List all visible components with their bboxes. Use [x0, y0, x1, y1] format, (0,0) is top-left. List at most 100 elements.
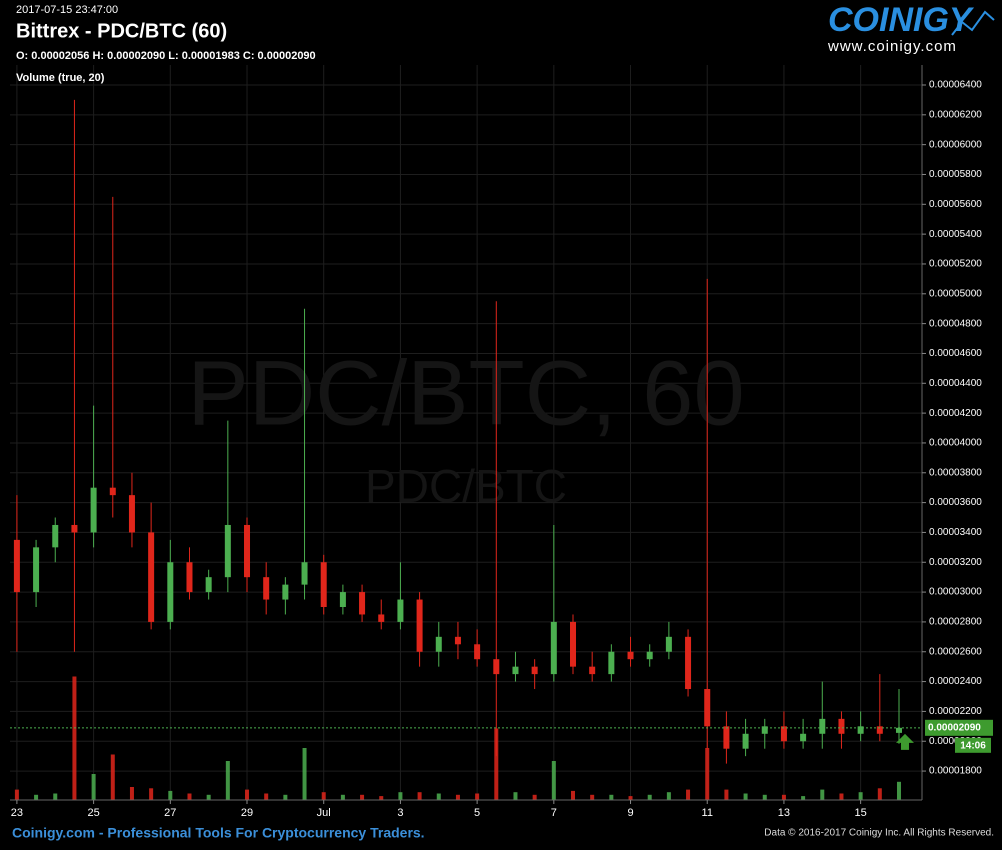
volume-bar [206, 794, 211, 800]
candle-body [570, 621, 577, 667]
candle-body [780, 726, 787, 742]
x-tick-label: 29 [241, 807, 253, 819]
candle-body [109, 487, 116, 496]
candle-body [531, 666, 538, 675]
y-tick-label: 0.00002600 [929, 646, 982, 657]
y-tick-label: 0.00003800 [929, 467, 982, 478]
y-tick-label: 0.00004200 [929, 408, 982, 419]
candle-body [167, 562, 174, 622]
y-tick-label: 0.00004800 [929, 318, 982, 329]
volume-bar [14, 789, 19, 800]
y-tick-label: 0.00001800 [929, 766, 982, 777]
plot [13, 99, 902, 800]
volume-bar [245, 789, 250, 800]
y-tick-label: 0.00005000 [929, 288, 982, 299]
x-tick-label: 5 [474, 807, 480, 819]
x-tick-label: 11 [702, 807, 713, 819]
x-tick-label: 9 [627, 807, 633, 819]
y-tick-label: 0.00006000 [929, 139, 982, 150]
candle-body [90, 487, 97, 533]
candle-body [608, 651, 615, 675]
volume-bar [455, 794, 460, 800]
volume-bar [417, 792, 422, 800]
candle-body [665, 636, 672, 652]
volume-bar [571, 790, 576, 800]
candle-body [282, 584, 289, 600]
candle-body [33, 547, 40, 593]
watermark: PDC/BTC, 60 [187, 342, 744, 444]
volume-bar [494, 728, 499, 800]
volume-bar [628, 796, 633, 800]
x-tick-label: 7 [551, 807, 557, 819]
volume-bar [705, 748, 710, 800]
candle-body [320, 562, 327, 608]
candle-body [876, 726, 883, 734]
volume-bar [321, 792, 326, 800]
x-tick-label: 13 [778, 807, 790, 819]
candle-body [224, 524, 231, 578]
candle-body [512, 666, 519, 675]
y-tick-label: 0.00003600 [929, 497, 982, 508]
y-tick-label: 0.00002400 [929, 676, 982, 687]
grid [10, 65, 922, 800]
volume-bar [801, 796, 806, 800]
y-tick-label: 0.00003200 [929, 557, 982, 568]
candle-body [895, 727, 902, 733]
volume-bar [532, 794, 537, 800]
x-tick-label: 3 [397, 807, 403, 819]
candle-body [589, 666, 596, 675]
volume-bar [187, 793, 192, 800]
volume-bar [398, 792, 403, 800]
y-tick-label: 0.00003000 [929, 587, 982, 598]
y-tick-label: 0.00005400 [929, 229, 982, 240]
volume-bar [379, 796, 384, 800]
candle-body [646, 651, 653, 660]
footer-right: Data © 2016-2017 Coinigy Inc. All Rights… [764, 828, 994, 839]
volume-bar [551, 761, 556, 800]
volume-bar [34, 794, 39, 800]
logo-icon [951, 10, 995, 36]
candle-body [359, 592, 366, 615]
volume-bar [647, 794, 652, 800]
logo: COINIGY [828, 1, 975, 39]
candle-body [493, 659, 500, 675]
candle-body [704, 689, 711, 727]
volume-bar [724, 789, 729, 800]
y-tick-label: 0.00005800 [929, 169, 982, 180]
volume-bar [340, 794, 345, 800]
volume-bar [666, 792, 671, 800]
candle-body [13, 539, 20, 593]
x-tick-label: Jul [317, 807, 331, 819]
y-tick-label: 0.00006200 [929, 109, 982, 120]
volume-bar [72, 676, 77, 800]
volume-bar [129, 787, 134, 800]
footer-left: Coinigy.com - Professional Tools For Cry… [12, 825, 425, 841]
candle-body [819, 718, 826, 734]
ohlc-readout: O: 0.00002056 H: 0.00002090 L: 0.0000198… [16, 50, 316, 62]
candle-body [435, 636, 442, 652]
countdown-label: 14:06 [960, 740, 986, 751]
candle-body [800, 733, 807, 742]
x-tick-label: 15 [855, 807, 867, 819]
logo-url: www.coinigy.com [827, 38, 957, 55]
candle-body [301, 562, 308, 585]
volume-bar [877, 788, 882, 800]
candle-body [742, 733, 749, 749]
volume-bar [283, 794, 288, 800]
watermark-sub: PDC/BTC [365, 460, 567, 512]
y-tick-label: 0.00006400 [929, 80, 982, 91]
volume-bar [436, 793, 441, 800]
volume-bar [590, 794, 595, 800]
candle-body [416, 599, 423, 652]
candle-body [244, 524, 251, 578]
candle-body [148, 532, 155, 622]
y-tick-label: 0.00004000 [929, 438, 982, 449]
volume-bar [762, 794, 767, 800]
timestamp: 2017-07-15 23:47:00 [16, 4, 118, 16]
candle-body [339, 592, 346, 608]
candle-body [71, 524, 78, 533]
up-arrow [895, 733, 914, 750]
